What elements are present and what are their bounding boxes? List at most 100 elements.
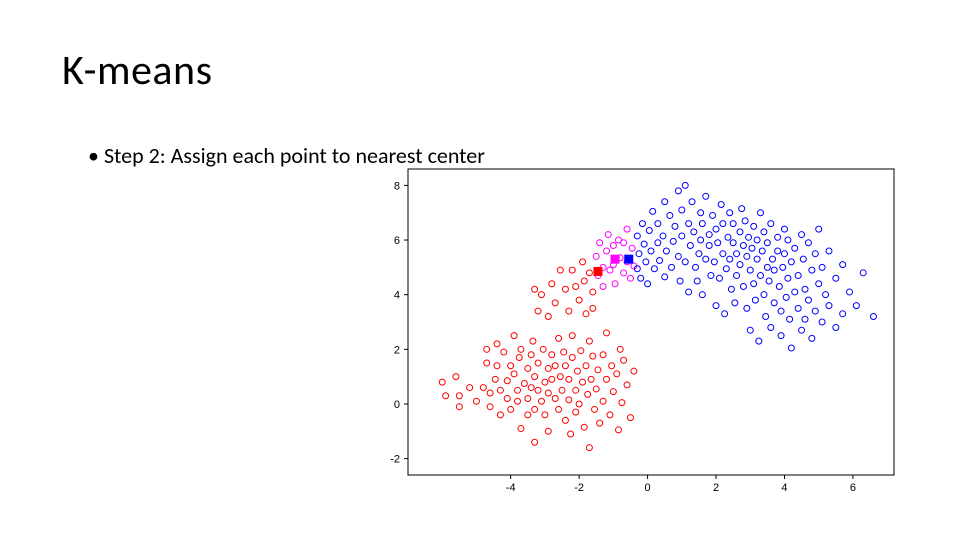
scatter-point-blue: [718, 202, 724, 208]
scatter-point-red: [556, 406, 562, 412]
scatter-point-red: [549, 352, 555, 358]
scatter-point-red: [610, 389, 616, 395]
scatter-point-blue: [663, 248, 669, 254]
scatter-point-red: [549, 281, 555, 287]
scatter-point-blue: [795, 305, 801, 311]
scatter-point-red: [525, 396, 531, 402]
scatter-point-blue: [706, 243, 712, 249]
scatter-point-red: [456, 393, 462, 399]
scatter-point-red: [614, 371, 620, 377]
scatter-point-red: [552, 300, 558, 306]
scatter-point-blue: [758, 210, 764, 216]
scatter-point-red: [528, 352, 534, 358]
scatter-point-blue: [641, 241, 647, 247]
scatter-point-blue: [781, 251, 787, 257]
scatter-point-magenta: [593, 253, 599, 259]
scatter-point-blue: [768, 324, 774, 330]
scatter-point-red: [562, 363, 568, 369]
scatter-point-red: [624, 382, 630, 388]
scatter-point-blue: [764, 240, 770, 246]
scatter-point-blue: [833, 324, 839, 330]
scatter-point-blue: [699, 221, 705, 227]
scatter-point-blue: [732, 300, 738, 306]
scatter-point-red: [545, 365, 551, 371]
scatter-point-blue: [691, 229, 697, 235]
scatter-point-red: [494, 363, 500, 369]
scatter-point-red: [552, 363, 558, 369]
scatter-point-red: [600, 398, 606, 404]
scatter-point-blue: [727, 256, 733, 262]
scatter-point-blue: [776, 283, 782, 289]
scatter-point-red: [453, 374, 459, 380]
scatter-point-red: [521, 380, 527, 386]
scatter-point-blue: [771, 267, 777, 273]
scatter-point-blue: [657, 258, 663, 264]
scatter-point-blue: [788, 259, 794, 265]
scatter-point-blue: [643, 259, 649, 265]
scatter-point-red: [532, 439, 538, 445]
scatter-point-red: [569, 333, 575, 339]
scatter-point-red: [538, 292, 544, 298]
scatter-point-red: [516, 355, 522, 361]
scatter-point-blue: [706, 232, 712, 238]
scatter-point-blue: [708, 273, 714, 279]
scatter-point-blue: [720, 251, 726, 257]
scatter-point-red: [540, 346, 546, 352]
scatter-point-blue: [847, 289, 853, 295]
scatter-point-red: [586, 338, 592, 344]
scatter-point-magenta: [621, 270, 627, 276]
scatter-point-blue: [771, 300, 777, 306]
scatter-point-blue: [662, 199, 668, 205]
scatter-point-blue: [698, 237, 704, 243]
scatter-point-blue: [730, 240, 736, 246]
scatter-point-blue: [812, 251, 818, 257]
scatter-point-red: [604, 330, 610, 336]
scatter-point-red: [556, 335, 562, 341]
scatter-point-blue: [667, 212, 673, 218]
scatter-point-red: [467, 385, 473, 391]
scatter-point-red: [530, 338, 536, 344]
scatter-point-blue: [686, 221, 692, 227]
scatter-point-blue: [711, 259, 717, 265]
scatter-point-red: [535, 308, 541, 314]
scatter-point-blue: [799, 232, 805, 238]
scatter-point-blue: [778, 333, 784, 339]
scatter-point-blue: [860, 270, 866, 276]
scatter-point-blue: [737, 262, 743, 268]
scatter-point-red: [508, 363, 514, 369]
y-tick-label: 8: [394, 180, 400, 192]
y-tick-label: 2: [394, 344, 400, 356]
scatter-point-blue: [816, 226, 822, 232]
scatter-point-blue: [687, 243, 693, 249]
scatter-point-red: [538, 398, 544, 404]
scatter-point-blue: [754, 237, 760, 243]
scatter-point-blue: [819, 319, 825, 325]
scatter-point-red: [492, 376, 498, 382]
scatter-point-blue: [742, 218, 748, 224]
scatter-point-blue: [669, 264, 675, 270]
scatter-point-red: [545, 428, 551, 434]
scatter-point-blue: [698, 210, 704, 216]
scatter-point-red: [604, 376, 610, 382]
x-tick-label: -2: [574, 482, 584, 494]
slide: K-means Step 2: Assign each point to nea…: [0, 0, 960, 540]
scatter-point-blue: [809, 267, 815, 273]
scatter-point-red: [525, 365, 531, 371]
scatter-point-magenta: [597, 240, 603, 246]
y-tick-label: 6: [394, 235, 400, 247]
scatter-point-blue: [648, 248, 654, 254]
scatter-point-blue: [780, 264, 786, 270]
scatter-point-blue: [634, 233, 640, 239]
scatter-point-red: [473, 398, 479, 404]
scatter-point-red: [456, 404, 462, 410]
scatter-point-blue: [703, 256, 709, 262]
scatter-point-magenta: [604, 248, 610, 254]
scatter-point-blue: [677, 278, 683, 284]
scatter-point-magenta: [610, 243, 616, 249]
scatter-point-blue: [713, 226, 719, 232]
scatter-point-blue: [689, 199, 695, 205]
scatter-point-blue: [840, 311, 846, 317]
scatter-point-red: [542, 379, 548, 385]
scatter-point-red: [566, 397, 572, 403]
scatter-point-blue: [792, 245, 798, 251]
